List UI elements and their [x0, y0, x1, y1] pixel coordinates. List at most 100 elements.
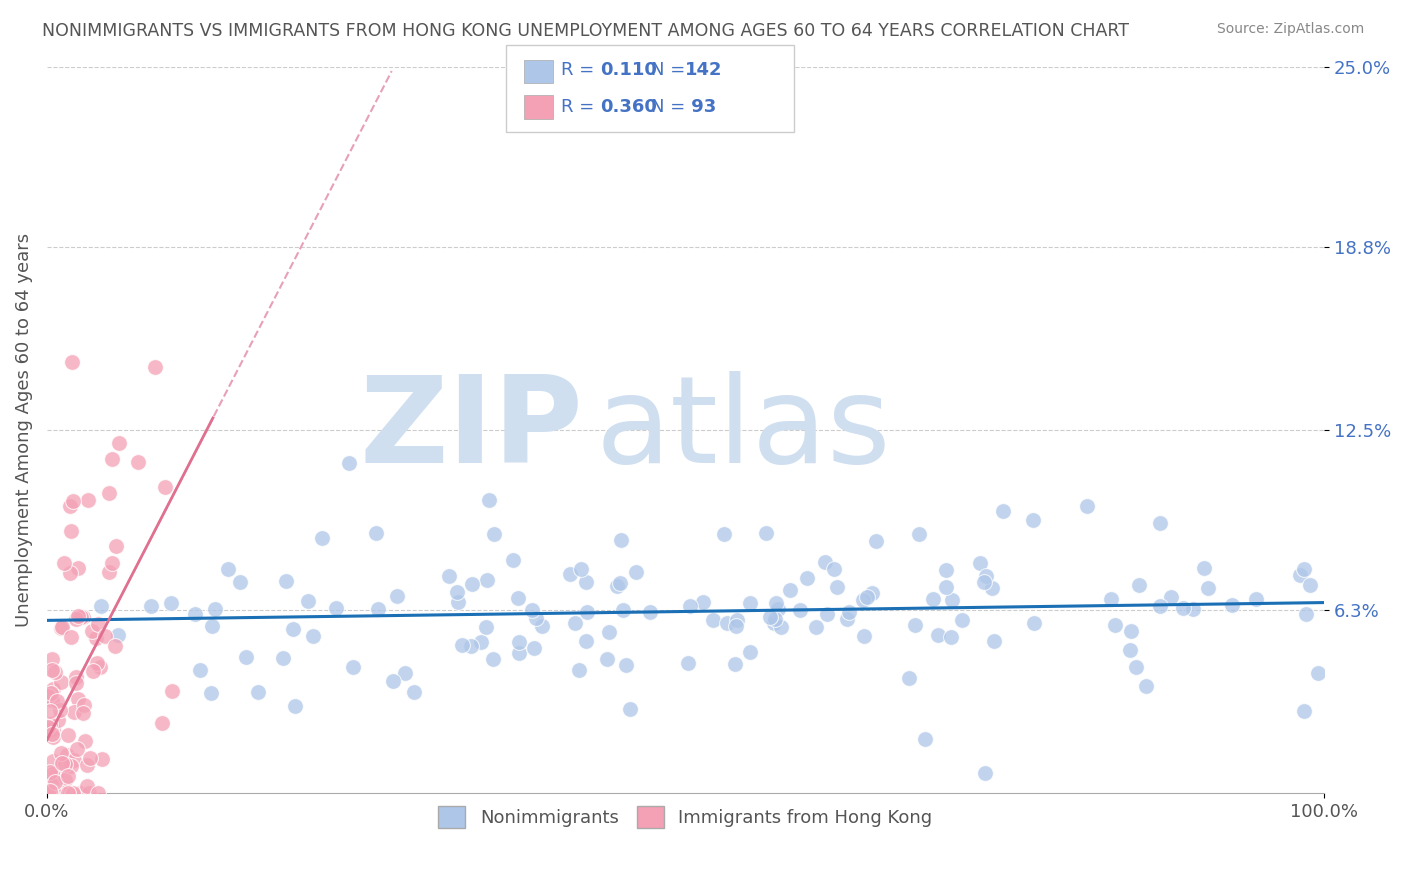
Point: [1160, 590, 1182, 604]
Point: [576, 605, 599, 619]
Point: [53, 757, 76, 772]
Point: [60, 759, 83, 773]
Point: [837, 612, 859, 626]
Point: [87, 786, 110, 800]
Point: [1308, 665, 1330, 680]
Point: [69, 609, 91, 624]
Point: [1197, 581, 1219, 595]
Point: [766, 602, 789, 616]
Point: [508, 591, 530, 605]
Point: [62, 493, 84, 508]
Point: [1149, 599, 1171, 614]
Point: [598, 625, 620, 640]
Point: [481, 652, 503, 666]
Point: [42, 730, 65, 744]
Point: [51, 620, 73, 634]
Point: [67, 560, 90, 574]
Point: [860, 585, 883, 599]
Point: [76, 779, 98, 793]
Point: [41, 722, 63, 736]
Point: [1299, 578, 1322, 592]
Point: [39, 783, 62, 797]
Point: [45, 786, 67, 800]
Point: [973, 574, 995, 589]
Text: NONIMMIGRANTS VS IMMIGRANTS FROM HONG KONG UNEMPLOYMENT AMONG AGES 60 TO 64 YEAR: NONIMMIGRANTS VS IMMIGRANTS FROM HONG KO…: [42, 22, 1129, 40]
Point: [460, 577, 482, 591]
Point: [101, 452, 124, 467]
Point: [1292, 704, 1315, 718]
Text: ZIP: ZIP: [360, 371, 583, 489]
Point: [530, 619, 553, 633]
Point: [852, 593, 875, 607]
Point: [1125, 660, 1147, 674]
Point: [311, 532, 333, 546]
Point: [77, 786, 100, 800]
Point: [281, 622, 304, 636]
Point: [46, 693, 69, 707]
Point: [37, 784, 59, 798]
Point: [37, 786, 59, 800]
Point: [716, 615, 738, 630]
Text: Source: ZipAtlas.com: Source: ZipAtlas.com: [1216, 22, 1364, 37]
Point: [980, 582, 1002, 596]
Point: [402, 685, 425, 699]
Point: [983, 633, 1005, 648]
Point: [66, 742, 89, 756]
Point: [56, 748, 79, 763]
Point: [814, 555, 837, 569]
Point: [1104, 618, 1126, 632]
Point: [38, 704, 60, 718]
Point: [325, 600, 347, 615]
Point: [63, 705, 86, 719]
Point: [51, 786, 73, 800]
Point: [725, 613, 748, 627]
Point: [1119, 624, 1142, 638]
Point: [65, 670, 87, 684]
Point: [568, 663, 591, 677]
Point: [337, 456, 360, 470]
Point: [564, 616, 586, 631]
Point: [367, 602, 389, 616]
Point: [1244, 592, 1267, 607]
Point: [755, 525, 778, 540]
Point: [1220, 598, 1243, 612]
Point: [59, 524, 82, 538]
Point: [640, 605, 662, 619]
Point: [935, 580, 957, 594]
Point: [247, 685, 270, 699]
Point: [39, 722, 62, 736]
Point: [201, 618, 224, 632]
Point: [927, 628, 949, 642]
Point: [969, 556, 991, 570]
Point: [49, 674, 72, 689]
Point: [63, 753, 86, 767]
Point: [49, 621, 72, 635]
Point: [72, 609, 94, 624]
Point: [738, 645, 761, 659]
Point: [1289, 567, 1312, 582]
Point: [107, 628, 129, 642]
Point: [451, 638, 474, 652]
Point: [37, 690, 59, 704]
Point: [67, 609, 90, 624]
Point: [762, 616, 785, 631]
Point: [56, 786, 79, 800]
Point: [82, 624, 104, 639]
Point: [82, 664, 104, 678]
Point: [67, 692, 90, 706]
Text: N =: N =: [651, 98, 685, 116]
Point: [235, 650, 257, 665]
Point: [42, 786, 65, 800]
Text: N =: N =: [651, 62, 685, 79]
Point: [41, 767, 63, 781]
Point: [59, 499, 82, 513]
Point: [692, 594, 714, 608]
Point: [1292, 562, 1315, 576]
Point: [155, 480, 177, 494]
Point: [838, 605, 860, 619]
Text: 93: 93: [685, 98, 716, 116]
Point: [45, 768, 67, 782]
Point: [475, 620, 498, 634]
Point: [447, 595, 470, 609]
Point: [575, 575, 598, 590]
